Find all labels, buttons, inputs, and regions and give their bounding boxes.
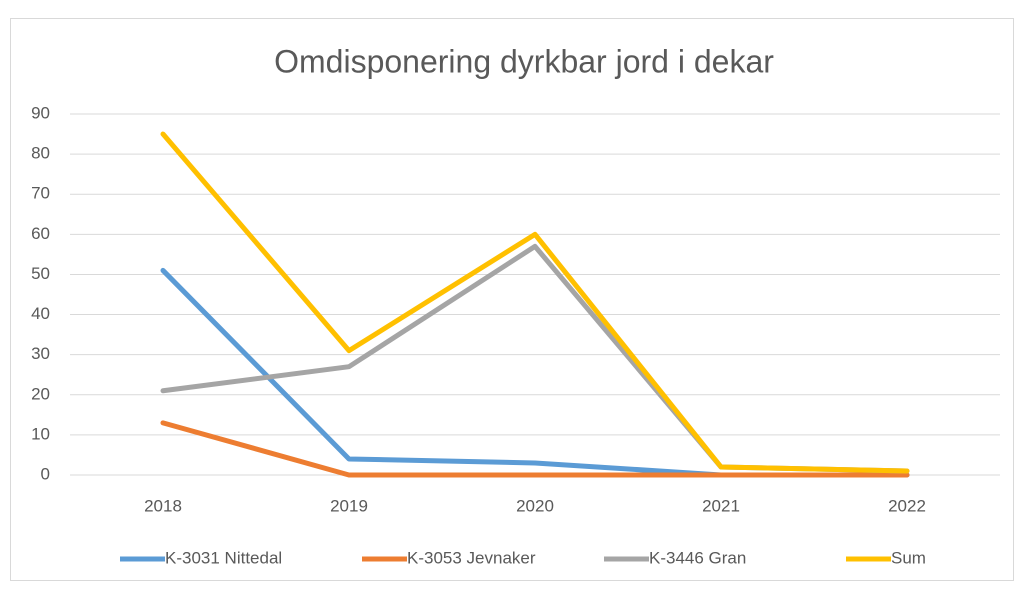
y-tick-label: 0 <box>41 464 50 483</box>
y-tick-label: 50 <box>31 264 50 283</box>
chart-border <box>10 18 1014 581</box>
x-tick-label: 2019 <box>330 496 368 515</box>
line <box>160 420 910 478</box>
chart-title: Omdisponering dyrkbar jord i dekar <box>274 43 774 79</box>
x-tick-label: 2021 <box>702 496 740 515</box>
legend-label: Sum <box>891 548 926 567</box>
y-tick-label: 30 <box>31 344 50 363</box>
legend-label: K-3031 Nittedal <box>165 548 282 567</box>
y-tick-label: 40 <box>31 304 50 323</box>
legend-label: K-3446 Gran <box>649 548 746 567</box>
x-tick-label: 2020 <box>516 496 554 515</box>
y-tick-label: 10 <box>31 424 50 443</box>
x-tick-label: 2018 <box>144 496 182 515</box>
y-tick-label: 80 <box>31 144 50 163</box>
y-tick-label: 90 <box>31 103 50 122</box>
y-tick-label: 60 <box>31 224 50 243</box>
x-tick-label: 2022 <box>888 496 926 515</box>
y-tick-label: 70 <box>31 184 50 203</box>
line <box>160 131 910 474</box>
y-tick-label: 20 <box>31 384 50 403</box>
legend-label: K-3053 Jevnaker <box>407 548 536 567</box>
